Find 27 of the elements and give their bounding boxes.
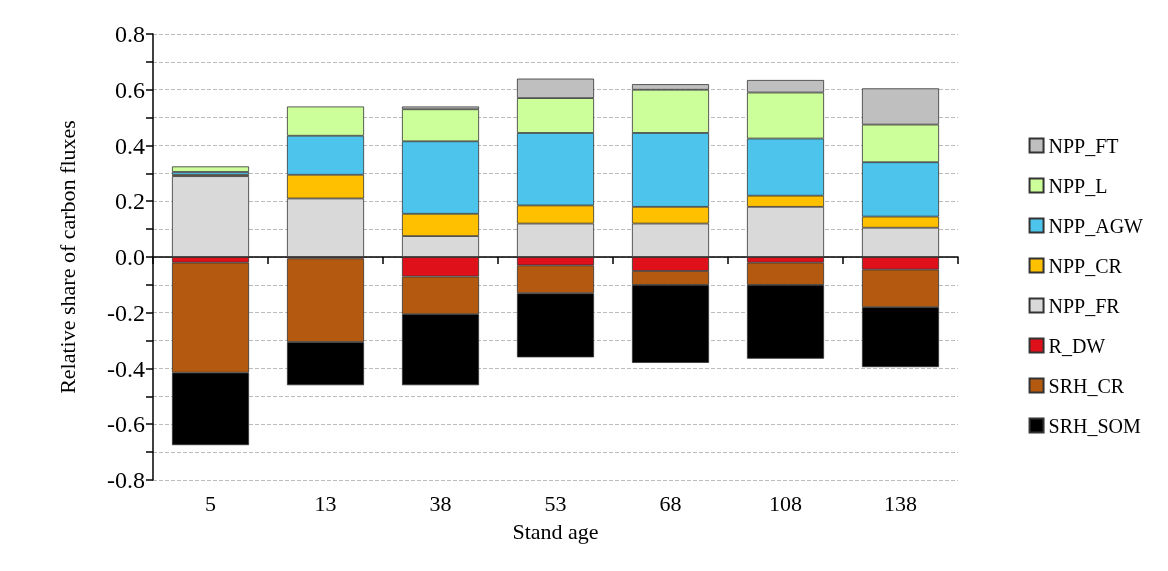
legend-label: SRH_SOM xyxy=(1048,414,1142,437)
x-tick-label: 13 xyxy=(314,490,337,516)
x-tick-label: 38 xyxy=(429,490,452,516)
x-tick-label: 68 xyxy=(659,490,682,516)
bar xyxy=(171,166,250,172)
legend-label: R_DW xyxy=(1048,334,1106,357)
x-tick-label: 108 xyxy=(769,490,802,516)
legend-label: NPP_FT xyxy=(1048,134,1119,157)
x-axis-title: Stand age xyxy=(512,518,599,544)
y-tick-label: -0.2 xyxy=(107,299,145,326)
y-tick-label: 0.4 xyxy=(115,132,145,159)
y-tick-label: 0.6 xyxy=(115,76,145,103)
legend-label: NPP_L xyxy=(1048,174,1108,197)
legend-label: NPP_FR xyxy=(1048,294,1121,317)
y-tick-label: 0.2 xyxy=(115,188,145,215)
y-tick-label: -0.8 xyxy=(107,467,145,493)
x-tick-label: 53 xyxy=(544,490,567,516)
y-tick-label: -0.6 xyxy=(107,411,145,438)
y-tick-label: 0.8 xyxy=(115,21,145,47)
x-tick-label: 138 xyxy=(884,490,917,516)
legend-label: NPP_AGW xyxy=(1048,214,1144,237)
y-tick-label: -0.4 xyxy=(107,355,145,382)
legend-label: NPP_CR xyxy=(1048,254,1123,277)
y-axis-title: Relative share of carbon fluxes xyxy=(54,120,80,394)
y-tick-label: 0.0 xyxy=(115,244,145,270)
legend-label: SRH_CR xyxy=(1048,374,1125,397)
x-tick-label: 5 xyxy=(205,490,216,516)
